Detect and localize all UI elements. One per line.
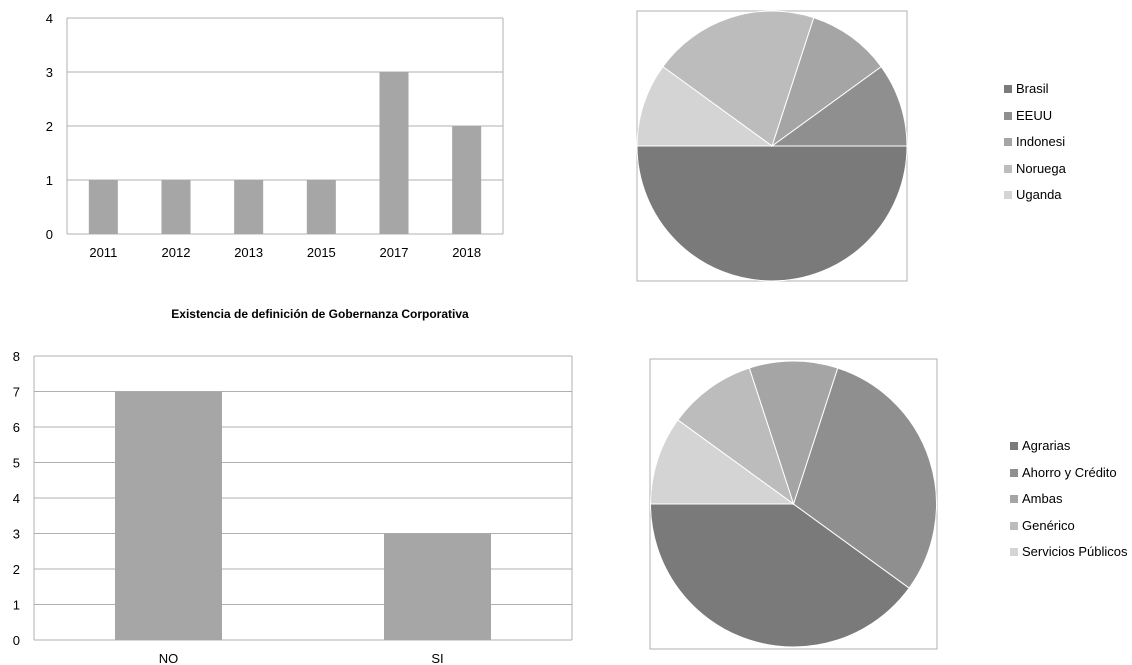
x-tick-label: 2013	[234, 245, 263, 260]
legend-label: Genérico	[1022, 517, 1075, 533]
bar	[379, 72, 409, 234]
legend-swatch	[1010, 442, 1018, 451]
legend-item: Brasil	[1004, 76, 1066, 103]
legend-label: Indonesi	[1016, 134, 1066, 149]
x-tick-label: 2015	[307, 245, 336, 260]
y-tick-label: 2	[46, 119, 53, 134]
y-tick-label: 1	[13, 598, 20, 613]
bar	[306, 180, 336, 234]
x-tick-label: 2017	[380, 245, 409, 260]
pie-slice	[770, 65, 908, 147]
legend-item: Noruega	[1004, 156, 1066, 183]
chart-title: Existencia de definición de Gobernanza C…	[171, 307, 469, 321]
pie-slice	[636, 65, 774, 147]
legend-label: Servicios Públicos	[1022, 544, 1128, 559]
legend-item: Agrarias	[1010, 433, 1128, 460]
y-tick-label: 3	[13, 527, 20, 542]
legend-swatch	[1010, 548, 1018, 557]
pie-slice	[771, 16, 882, 148]
legend-swatch	[1004, 164, 1012, 173]
legend-item: Uganda	[1004, 182, 1066, 209]
legend-swatch	[1010, 468, 1018, 477]
y-tick-label: 4	[46, 11, 53, 26]
bar	[452, 126, 482, 234]
legend-item: Ahorro y Crédito	[1010, 460, 1128, 487]
legend-swatch	[1010, 495, 1018, 504]
pie-slice	[662, 10, 815, 147]
bar	[234, 180, 264, 234]
y-tick-label: 0	[13, 633, 20, 648]
y-tick-label: 0	[46, 227, 53, 242]
pie-chart-types-legend: Agrarias Ahorro y Crédito Ambas Genérico…	[1010, 433, 1128, 566]
pie-slice	[748, 360, 839, 506]
legend-label: Ambas	[1022, 491, 1063, 506]
x-tick-label: NO	[159, 651, 179, 665]
x-tick-label: SI	[431, 651, 443, 665]
pie-slice	[792, 367, 937, 589]
pie-slice	[649, 503, 910, 648]
legend-label: EEUU	[1016, 107, 1053, 123]
y-tick-label: 5	[13, 456, 20, 471]
legend-swatch	[1004, 111, 1012, 120]
y-tick-label: 4	[13, 491, 20, 506]
legend-item: EEUU	[1004, 103, 1066, 130]
legend-swatch	[1004, 138, 1012, 147]
x-tick-label: 2012	[162, 245, 191, 260]
pie-slice	[677, 367, 795, 506]
legend-swatch	[1004, 85, 1012, 94]
bar	[161, 180, 191, 234]
legend-item: Servicios Públicos	[1010, 539, 1128, 566]
legend-label: Noruega	[1016, 160, 1066, 176]
bar	[384, 533, 491, 640]
legend-item: Ambas	[1010, 486, 1128, 513]
y-tick-label: 6	[13, 420, 20, 435]
y-tick-label: 2	[13, 562, 20, 577]
pie-chart-countries-legend: Brasil EEUU Indonesi Noruega Uganda	[1004, 76, 1066, 209]
bar	[88, 180, 118, 234]
legend-label: Brasil	[1016, 81, 1049, 96]
x-tick-label: 2018	[452, 245, 481, 260]
bar	[115, 391, 222, 640]
legend-item: Indonesi	[1004, 129, 1066, 156]
legend-swatch	[1010, 521, 1018, 530]
legend-label: Uganda	[1016, 187, 1062, 202]
legend-swatch	[1004, 191, 1012, 200]
y-tick-label: 3	[46, 65, 53, 80]
pie-slice	[649, 419, 796, 505]
y-tick-label: 7	[13, 385, 20, 400]
pie-slice	[636, 145, 908, 282]
legend-label: Agrarias	[1022, 438, 1071, 453]
legend-label: Ahorro y Crédito	[1022, 464, 1117, 480]
legend-item: Genérico	[1010, 513, 1128, 540]
x-tick-label: 2011	[89, 245, 117, 260]
y-tick-label: 8	[13, 349, 20, 364]
y-tick-label: 1	[46, 173, 53, 188]
